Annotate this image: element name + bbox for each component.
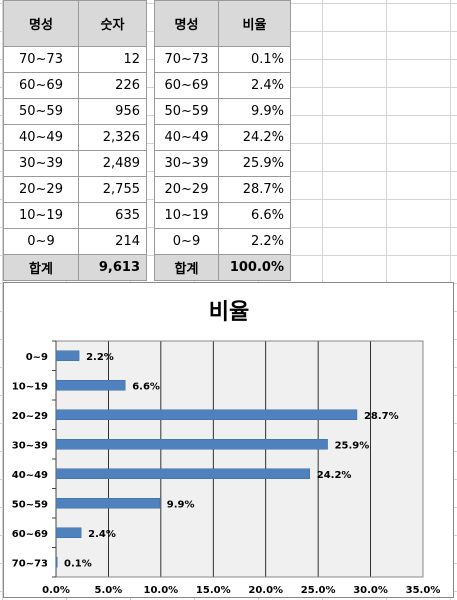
cell[interactable]: 0~9 [154, 228, 219, 255]
y-tick-label: 0~9 [26, 352, 48, 363]
bar [55, 557, 58, 568]
y-tick-label: 10~19 [12, 381, 48, 392]
table-row: 10~19 6.6% [154, 202, 291, 229]
table-header-row: 명성 비율 [154, 0, 291, 47]
cell[interactable]: 12 [78, 46, 147, 73]
data-label: 6.6% [132, 381, 160, 392]
table-row: 40~49 24.2% [154, 124, 291, 151]
count-table: 명성 숫자 70~73 12 60~69 226 50~59 956 40~49 2,3… [3, 0, 147, 281]
cell[interactable]: 70~73 [154, 46, 219, 73]
bar [55, 527, 82, 538]
table-total-row: 합계 100.0% [154, 254, 291, 281]
x-tick-label: 0.0% [42, 585, 70, 596]
total-value-cell[interactable]: 9,613 [78, 254, 147, 281]
bar [55, 350, 80, 361]
cell[interactable]: 2,326 [78, 124, 147, 151]
x-tick-label: 5.0% [95, 585, 123, 596]
table-row: 30~39 25.9% [154, 150, 291, 177]
header-cell[interactable]: 비율 [218, 0, 291, 47]
header-cell[interactable]: 명성 [154, 0, 219, 47]
table-row: 70~73 0.1% [154, 46, 291, 73]
cell[interactable]: 6.6% [218, 202, 291, 229]
cell[interactable]: 40~49 [154, 124, 219, 151]
header-cell[interactable]: 숫자 [78, 0, 147, 47]
cell[interactable]: 2,489 [78, 150, 147, 177]
plot-background [56, 341, 423, 577]
x-tick-label: 35.0% [406, 585, 441, 596]
cell[interactable]: 30~39 [154, 150, 219, 177]
cell[interactable]: 226 [78, 72, 147, 99]
x-tick-label: 15.0% [196, 585, 231, 596]
chart-area[interactable]: 비율 0.0% 5.0% 10.0% 15.0% 20.0% 25.0% 30.0% 35.0%… [3, 282, 454, 598]
y-tick-label: 20~29 [12, 411, 48, 422]
y-tick-label: 30~39 [12, 440, 48, 451]
cell[interactable]: 50~59 [154, 98, 219, 125]
table-row: 20~29 2,755 [3, 176, 147, 203]
table-row: 20~29 28.7% [154, 176, 291, 203]
data-label: 0.1% [64, 558, 92, 569]
bar [55, 409, 358, 420]
data-label: 2.4% [88, 529, 116, 540]
table-row: 40~49 2,326 [3, 124, 147, 151]
y-tick-label: 50~59 [12, 499, 48, 510]
cell[interactable]: 60~69 [3, 72, 79, 99]
chart-title: 비율 [209, 300, 249, 325]
header-cell[interactable]: 명성 [3, 0, 79, 47]
data-label: 9.9% [167, 499, 195, 510]
y-tick-label: 60~69 [12, 529, 48, 540]
table-row: 30~39 2,489 [3, 150, 147, 177]
cell[interactable]: 20~29 [3, 176, 79, 203]
bar-chart: 비율 0.0% 5.0% 10.0% 15.0% 20.0% 25.0% 30.0% 35.0%… [12, 300, 441, 596]
data-label: 28.7% [364, 411, 399, 422]
bar [55, 498, 161, 509]
data-label: 2.2% [86, 352, 114, 363]
cell[interactable]: 635 [78, 202, 147, 229]
cell[interactable]: 2.4% [218, 72, 291, 99]
total-label-cell[interactable]: 합계 [154, 254, 219, 281]
cell[interactable]: 28.7% [218, 176, 291, 203]
table-total-row: 합계 9,613 [3, 254, 147, 281]
x-tick-label: 30.0% [353, 585, 388, 596]
bar [55, 439, 328, 450]
cell[interactable]: 956 [78, 98, 147, 125]
table-row: 0~9 214 [3, 228, 147, 255]
cell[interactable]: 50~59 [3, 98, 79, 125]
cell[interactable]: 0~9 [3, 228, 79, 255]
table-row: 60~69 2.4% [154, 72, 291, 99]
cell[interactable]: 25.9% [218, 150, 291, 177]
data-label: 25.9% [335, 440, 370, 451]
cell[interactable]: 60~69 [154, 72, 219, 99]
y-tick-label: 70~73 [12, 558, 48, 569]
cell[interactable]: 2.2% [218, 228, 291, 255]
cell[interactable]: 9.9% [218, 98, 291, 125]
cell[interactable]: 10~19 [154, 202, 219, 229]
table-row: 50~59 956 [3, 98, 147, 125]
cell[interactable]: 20~29 [154, 176, 219, 203]
cell[interactable]: 30~39 [3, 150, 79, 177]
cell[interactable]: 214 [78, 228, 147, 255]
cell[interactable]: 2,755 [78, 176, 147, 203]
table-row: 10~19 635 [3, 202, 147, 229]
table-row: 60~69 226 [3, 72, 147, 99]
x-tick-label: 10.0% [144, 585, 179, 596]
cell[interactable]: 24.2% [218, 124, 291, 151]
data-label: 24.2% [317, 470, 352, 481]
table-row: 0~9 2.2% [154, 228, 291, 255]
cell[interactable]: 10~19 [3, 202, 79, 229]
total-value-cell[interactable]: 100.0% [218, 254, 291, 281]
y-tick-label: 40~49 [12, 470, 48, 481]
cell[interactable]: 40~49 [3, 124, 79, 151]
bar [55, 468, 311, 479]
total-label-cell[interactable]: 합계 [3, 254, 79, 281]
bar [55, 380, 126, 391]
table-row: 70~73 12 [3, 46, 147, 73]
cell[interactable]: 70~73 [3, 46, 79, 73]
x-tick-label: 20.0% [248, 585, 283, 596]
ratio-table: 명성 비율 70~73 0.1% 60~69 2.4% 50~59 9.9% 40~4… [154, 0, 291, 281]
table-header-row: 명성 숫자 [3, 0, 147, 47]
x-tick-label: 25.0% [301, 585, 336, 596]
table-row: 50~59 9.9% [154, 98, 291, 125]
cell[interactable]: 0.1% [218, 46, 291, 73]
